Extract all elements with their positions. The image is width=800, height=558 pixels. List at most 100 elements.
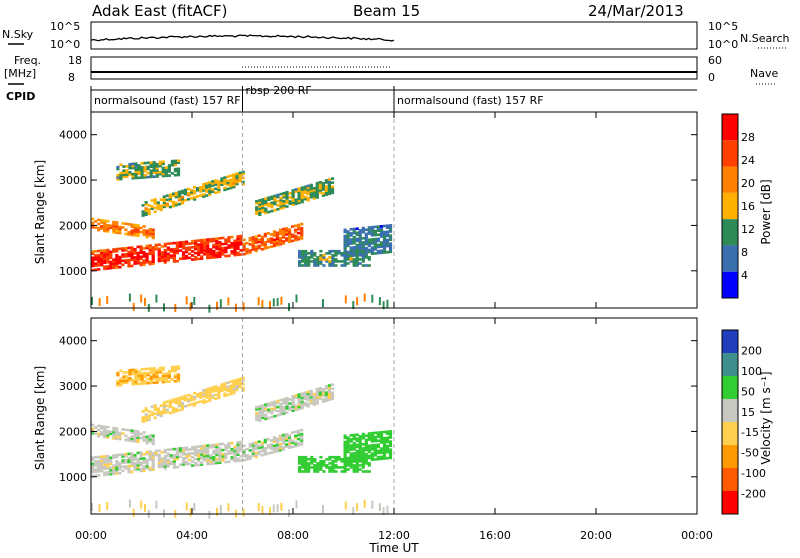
echo-cell	[139, 261, 143, 265]
echo-cell	[177, 194, 182, 198]
echo-cell	[134, 172, 138, 176]
echo-cell	[385, 430, 390, 433]
echo-cell	[242, 444, 246, 448]
echo-cell	[193, 395, 197, 399]
echo-cell	[306, 404, 310, 408]
echo-cell	[385, 440, 390, 444]
echo-cell	[127, 468, 131, 472]
echo-cell	[218, 457, 222, 460]
station-title: Adak East (fitACF)	[92, 2, 227, 20]
echo-cell	[223, 394, 227, 398]
echo-cell	[313, 460, 317, 463]
echo-cell	[337, 455, 341, 459]
echo-cell	[166, 448, 170, 451]
echo-cell	[215, 239, 219, 242]
echo-cell	[103, 435, 107, 439]
echo-cell	[261, 416, 265, 420]
echo-cell	[301, 254, 305, 257]
echo-cell	[385, 444, 390, 448]
echo-cell	[144, 298, 146, 306]
echo-cell	[144, 413, 148, 416]
echo-cell	[116, 373, 120, 377]
echo-cell	[321, 388, 325, 391]
echo-cell	[272, 232, 276, 235]
echo-cell	[211, 188, 215, 191]
echo-cell	[264, 201, 268, 204]
echo-cell	[315, 192, 319, 195]
echo-cell	[328, 260, 332, 263]
echo-cell	[106, 259, 110, 262]
echo-cell	[150, 199, 154, 202]
echo-cell	[352, 254, 356, 257]
echo-cell	[370, 248, 374, 251]
echo-cell	[142, 247, 146, 250]
echo-cell	[251, 248, 255, 251]
echo-cell	[133, 258, 137, 261]
echo-cell	[352, 242, 356, 245]
echo-cell	[145, 233, 149, 237]
echo-cell	[106, 467, 110, 470]
echo-cell	[166, 242, 170, 245]
echo-cell	[214, 393, 218, 396]
echo-cell	[139, 461, 143, 465]
echo-cell	[130, 460, 134, 463]
echo-cell	[304, 470, 308, 473]
echo-cell	[206, 454, 210, 458]
echo-cell	[115, 258, 119, 261]
echo-cell	[272, 450, 276, 454]
echo-cell	[196, 195, 200, 198]
echo-cell	[334, 458, 338, 461]
echo-cell	[355, 455, 359, 459]
echo-cell	[300, 400, 304, 404]
echo-cell	[224, 456, 228, 460]
echo-cell	[352, 464, 356, 467]
echo-cell	[191, 241, 195, 245]
echo-cell	[257, 440, 261, 443]
echo-cell	[137, 378, 141, 381]
echo-cell	[115, 460, 119, 463]
noise-right-tick-top: 10^5	[708, 20, 738, 33]
echo-cell	[124, 253, 128, 256]
echo-cell	[106, 454, 110, 458]
echo-cell	[382, 251, 387, 254]
echo-cell	[251, 240, 255, 243]
echo-cell	[191, 456, 195, 459]
echo-cell	[137, 372, 141, 375]
echo-cell	[318, 185, 322, 188]
echo-cell	[106, 436, 110, 439]
echo-cell	[136, 232, 140, 235]
echo-cell	[202, 187, 206, 190]
echo-cell	[233, 243, 237, 247]
echo-cell	[233, 241, 237, 245]
echo-cell	[142, 467, 146, 470]
echo-cell	[235, 180, 239, 184]
echo-cell	[184, 448, 189, 452]
echo-cell	[364, 234, 368, 238]
echo-cell	[273, 414, 277, 418]
echo-cell	[215, 445, 219, 448]
echo-cell	[261, 210, 265, 214]
echo-cell	[119, 377, 123, 381]
echo-cell	[143, 169, 147, 173]
colorbar-tick-label: 100	[741, 365, 762, 378]
echo-cell	[284, 437, 289, 440]
echo-cell	[245, 454, 249, 457]
echo-cell	[130, 229, 134, 233]
echo-cell	[121, 255, 125, 258]
echo-cell	[145, 467, 149, 470]
echo-cell	[100, 425, 104, 428]
echo-cell	[239, 442, 243, 446]
echo-cell	[203, 250, 207, 254]
echo-cell	[226, 181, 230, 185]
echo-cell	[172, 256, 176, 259]
echo-cell	[130, 439, 134, 443]
echo-cell	[295, 500, 298, 509]
echo-cell	[273, 198, 277, 202]
echo-cell	[309, 395, 313, 399]
echo-cell	[145, 246, 149, 250]
echo-cell	[367, 454, 371, 458]
echo-cell	[151, 452, 155, 455]
echo-cell	[164, 376, 168, 379]
echo-cell	[254, 455, 258, 459]
x-tick-label: 08:00	[277, 529, 309, 542]
